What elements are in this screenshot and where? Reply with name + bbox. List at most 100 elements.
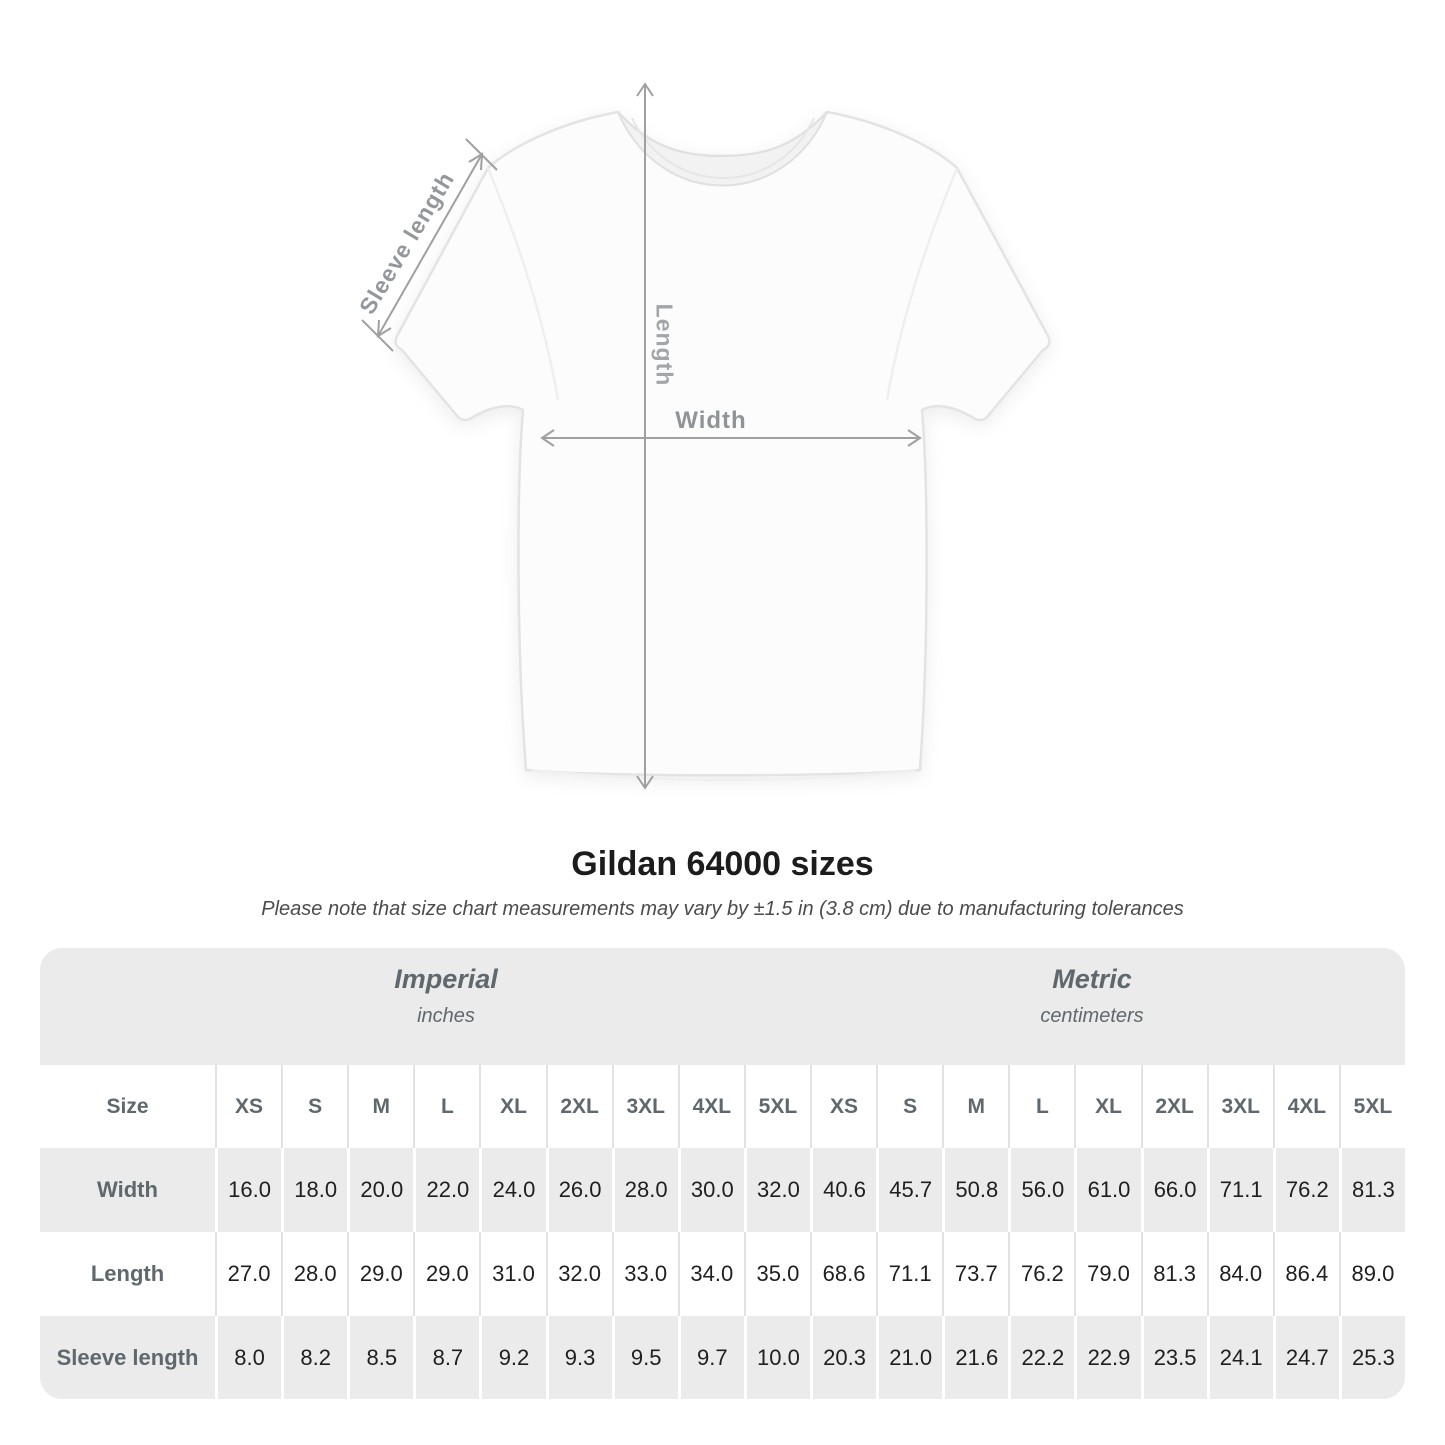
cell-imperial-width: 28.0 xyxy=(611,1148,678,1232)
cell-metric-width: 71.1 xyxy=(1206,1148,1273,1232)
imperial-size-header: XL xyxy=(479,1065,545,1148)
cell-imperial-width: 30.0 xyxy=(677,1148,744,1232)
imperial-size-header: 4XL xyxy=(677,1065,744,1148)
cell-metric-sleeve-length: 21.6 xyxy=(942,1316,1009,1399)
metric-name: Metric xyxy=(1052,964,1132,994)
cell-imperial-sleeve-length: 9.5 xyxy=(611,1316,678,1399)
cell-metric-length: 79.0 xyxy=(1074,1232,1140,1316)
cell-imperial-sleeve-length: 8.0 xyxy=(215,1316,282,1399)
cell-imperial-length: 31.0 xyxy=(479,1232,545,1316)
metric-size-header: 5XL xyxy=(1338,1065,1405,1148)
cell-imperial-length: 29.0 xyxy=(413,1232,479,1316)
cell-metric-length: 76.2 xyxy=(1008,1232,1074,1316)
width-dimension-arrow xyxy=(540,429,922,447)
cell-metric-width: 56.0 xyxy=(1008,1148,1075,1232)
row-label-length: Length xyxy=(90,1261,165,1286)
cell-metric-sleeve-length: 25.3 xyxy=(1338,1316,1405,1399)
cell-metric-width: 76.2 xyxy=(1272,1148,1339,1232)
row-label-sleeve-length: Sleeve length xyxy=(40,1316,215,1399)
cell-imperial-width: 20.0 xyxy=(347,1148,414,1232)
imperial-unit: inches xyxy=(417,1005,475,1027)
cell-metric-length: 71.1 xyxy=(876,1232,942,1316)
width-label: Width xyxy=(675,407,747,434)
tshirt-measurement-diagram: Sleeve length Length Width xyxy=(354,82,1051,790)
page-title: Gildan 64000 sizes xyxy=(571,845,874,883)
imperial-size-header: XS xyxy=(215,1065,281,1148)
cell-metric-width: 45.7 xyxy=(876,1148,943,1232)
tshirt-hem-shadow xyxy=(531,769,917,782)
tshirt-left-sleeve-seam xyxy=(486,167,560,401)
imperial-name: Imperial xyxy=(394,964,498,994)
cell-metric-sleeve-length: 22.9 xyxy=(1074,1316,1141,1399)
metric-heading: Metric centimeters xyxy=(1040,964,1143,1028)
title-block: Gildan 64000 sizes Please note that size… xyxy=(0,845,1445,921)
cell-metric-length: 81.3 xyxy=(1140,1232,1207,1316)
cell-imperial-sleeve-length: 9.3 xyxy=(545,1316,612,1399)
imperial-heading: Imperial inches xyxy=(394,964,498,1028)
metric-size-header: 4XL xyxy=(1272,1065,1339,1148)
tshirt-body xyxy=(394,110,1051,777)
metric-size-header: 3XL xyxy=(1206,1065,1273,1148)
metric-unit: centimeters xyxy=(1040,1005,1144,1027)
imperial-size-header: L xyxy=(413,1065,479,1148)
tshirt-collar-opening xyxy=(617,111,828,187)
cell-imperial-width: 24.0 xyxy=(479,1148,546,1232)
table-row-width: Width 16.0 18.0 20.0 22.0 24.0 26.0 28.0 30.0 32.… xyxy=(40,1148,1405,1232)
length-dimension-arrow xyxy=(636,82,654,790)
cell-imperial-length: 27.0 xyxy=(215,1232,281,1316)
imperial-size-header: M xyxy=(347,1065,413,1148)
tshirt-illustration xyxy=(361,82,1051,790)
cell-imperial-length: 33.0 xyxy=(611,1232,678,1316)
cell-metric-length: 86.4 xyxy=(1272,1232,1339,1316)
sleeve-dimension-arrow xyxy=(361,138,498,352)
cell-imperial-width: 18.0 xyxy=(281,1148,348,1232)
metric-size-header: XL xyxy=(1074,1065,1140,1148)
cell-metric-sleeve-length: 24.1 xyxy=(1206,1316,1273,1399)
cell-metric-width: 81.3 xyxy=(1338,1148,1405,1232)
table-row-sleeve-length: Sleeve length 8.0 8.2 8.5 8.7 9.2 9.3 9.5 9.7 10.… xyxy=(40,1316,1405,1399)
table-row-sizes: Size XS S M L XL 2XL 3XL 4XL 5XL XS S M L XL 2XL 3XL 4XL 5… xyxy=(40,1065,1405,1148)
imperial-size-header: 2XL xyxy=(545,1065,612,1148)
metric-size-header: XS xyxy=(810,1065,876,1148)
metric-size-header: L xyxy=(1008,1065,1074,1148)
cell-metric-sleeve-length: 23.5 xyxy=(1140,1316,1207,1399)
cell-metric-sleeve-length: 22.2 xyxy=(1008,1316,1075,1399)
cell-imperial-sleeve-length: 9.2 xyxy=(479,1316,546,1399)
cell-imperial-sleeve-length: 10.0 xyxy=(743,1316,810,1399)
size-table: Imperial inches Metric centimeters Size X… xyxy=(40,948,1405,1400)
cell-imperial-sleeve-length: 9.7 xyxy=(677,1316,744,1399)
tshirt-collar-rib xyxy=(631,117,815,179)
cell-metric-width: 50.8 xyxy=(942,1148,1009,1232)
row-label-width: Width xyxy=(40,1148,215,1232)
size-column-header: Size xyxy=(106,1094,149,1118)
size-table-rows: Size XS S M L XL 2XL 3XL 4XL 5XL XS S M L XL 2XL 3XL 4XL 5… xyxy=(40,1065,1405,1399)
cell-imperial-width: 26.0 xyxy=(545,1148,612,1232)
table-row-length: Length 27.0 28.0 29.0 29.0 31.0 32.0 33.0 34.0 35… xyxy=(40,1232,1405,1316)
imperial-size-header: S xyxy=(281,1065,347,1148)
cell-metric-length: 84.0 xyxy=(1206,1232,1273,1316)
cell-imperial-length: 34.0 xyxy=(677,1232,744,1316)
cell-metric-width: 40.6 xyxy=(810,1148,877,1232)
metric-size-header: 2XL xyxy=(1140,1065,1207,1148)
length-label: Length xyxy=(651,303,678,387)
cell-imperial-length: 32.0 xyxy=(545,1232,612,1316)
cell-imperial-length: 29.0 xyxy=(347,1232,413,1316)
cell-imperial-width: 22.0 xyxy=(413,1148,480,1232)
cell-imperial-sleeve-length: 8.2 xyxy=(281,1316,348,1399)
cell-metric-length: 68.6 xyxy=(810,1232,876,1316)
cell-metric-width: 61.0 xyxy=(1074,1148,1141,1232)
cell-imperial-length: 28.0 xyxy=(281,1232,347,1316)
imperial-size-header: 5XL xyxy=(743,1065,810,1148)
imperial-size-header: 3XL xyxy=(611,1065,678,1148)
metric-size-header: M xyxy=(942,1065,1008,1148)
tshirt-right-sleeve-seam xyxy=(885,167,959,401)
cell-metric-sleeve-length: 24.7 xyxy=(1272,1316,1339,1399)
metric-size-header: S xyxy=(876,1065,942,1148)
cell-imperial-width: 16.0 xyxy=(215,1148,282,1232)
cell-metric-length: 89.0 xyxy=(1338,1232,1405,1316)
tolerance-note: Please note that size chart measurements… xyxy=(261,898,1184,920)
cell-imperial-width: 32.0 xyxy=(743,1148,810,1232)
table-unit-band: Imperial inches Metric centimeters xyxy=(40,948,1405,1065)
cell-metric-length: 73.7 xyxy=(942,1232,1008,1316)
cell-metric-width: 66.0 xyxy=(1140,1148,1207,1232)
